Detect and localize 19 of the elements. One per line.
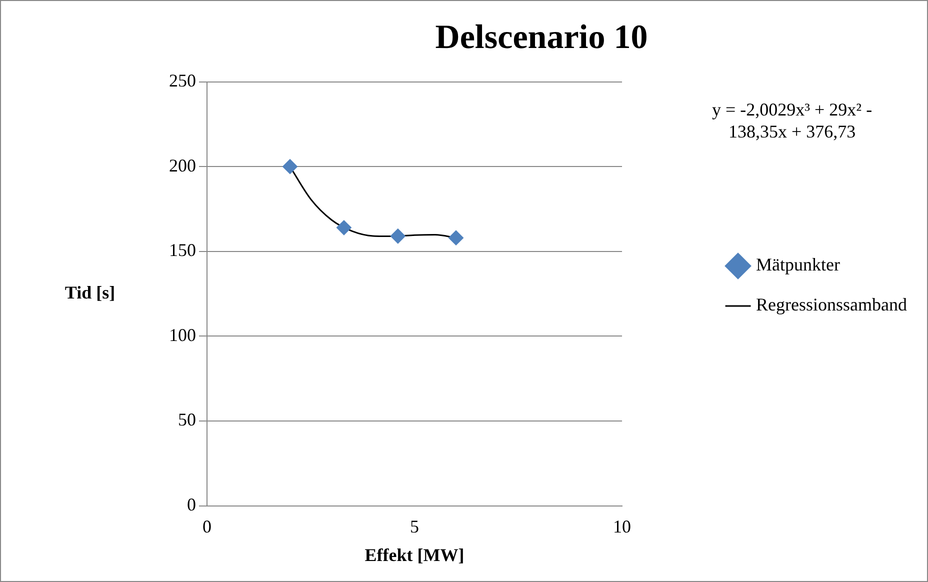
x-tick-label: 5	[410, 516, 420, 536]
y-tick-label: 100	[169, 324, 196, 345]
x-tick-label: 10	[613, 516, 632, 536]
point	[336, 220, 352, 236]
y-tick-label: 50	[178, 410, 196, 430]
legend-label: Regressionssamband	[756, 294, 908, 315]
legend-label: Mätpunkter	[756, 254, 840, 275]
y-tick-label: 0	[187, 494, 196, 515]
point	[448, 230, 464, 246]
y-tick-label: 200	[169, 155, 196, 176]
y-tick-label: 150	[169, 240, 196, 260]
y-tick-label: 250	[169, 70, 196, 91]
chart-title: Delscenario 10	[435, 19, 648, 56]
y-axis-title: Tid [s]	[64, 282, 116, 302]
point	[282, 159, 298, 174]
text: y = -2,0029x³ + 29x² - 138,35x + 376,73	[712, 100, 872, 142]
x-tick-label: 0	[202, 516, 212, 536]
point	[390, 228, 406, 244]
x-axis-title: Effekt [MW]	[364, 544, 464, 565]
